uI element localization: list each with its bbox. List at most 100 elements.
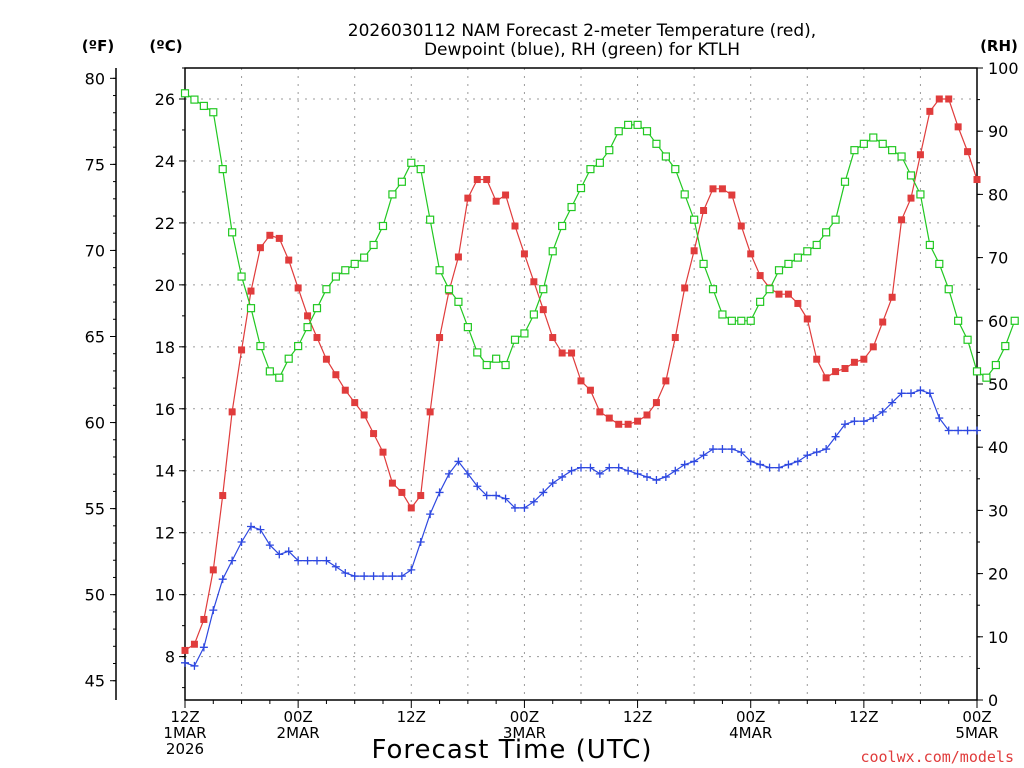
temperature-point (615, 420, 623, 428)
dewpoint-point (954, 426, 963, 435)
dewpoint-point (228, 556, 237, 565)
dewpoint-point (973, 426, 981, 435)
rh-point (840, 177, 850, 186)
rh-point (718, 310, 727, 319)
temperature-point (869, 343, 877, 351)
temperature-point (907, 194, 915, 202)
temperature-point (577, 377, 585, 385)
credit-link[interactable]: coolwx.com/models (860, 748, 1014, 766)
temperature-point (822, 374, 830, 382)
rh-point (435, 266, 444, 275)
rh-point (246, 304, 256, 313)
dewpoint-point (756, 460, 765, 469)
celsius-unit-label: (ºC) (149, 37, 182, 55)
dewpoint-point (181, 658, 189, 667)
dewpoint-point (388, 572, 397, 581)
rh-tick-label: 80 (988, 185, 1008, 204)
temperature-point (700, 207, 708, 215)
dewpoint-point (897, 389, 906, 398)
rh-tick-label: 70 (988, 249, 1008, 268)
rh-point (765, 285, 774, 294)
dewpoint-point (652, 476, 661, 485)
rh-tick-label: 0 (988, 691, 998, 710)
dewpoint-point (577, 463, 585, 472)
rh-point (774, 266, 784, 275)
dewpoint-point (963, 426, 972, 435)
x-tick-label: 00Z (736, 708, 765, 726)
temperature-point (888, 293, 896, 301)
rh-point (529, 310, 538, 319)
rh-tick-label: 30 (988, 501, 1008, 520)
temperature-point (662, 377, 670, 385)
dewpoint-point (492, 491, 501, 500)
rh-point (388, 190, 397, 199)
dewpoint-point (463, 469, 472, 478)
temperature-point (388, 479, 396, 487)
temperature-point (549, 334, 557, 342)
temperature-point (341, 386, 349, 394)
celsius-tick-label: 18 (155, 338, 175, 357)
temperature-point (916, 151, 924, 159)
fahrenheit-tick-label: 60 (85, 414, 105, 433)
temperature-point (964, 148, 972, 156)
dewpoint-point (275, 550, 284, 559)
temperature-point (794, 299, 802, 307)
celsius-tick-label: 24 (155, 152, 175, 171)
rh-point (850, 146, 859, 155)
fahrenheit-tick-label: 75 (85, 155, 105, 174)
rh-tick-label: 10 (988, 628, 1008, 647)
temperature-point (492, 197, 500, 205)
dewpoint-point (482, 491, 491, 500)
dewpoint-point (435, 488, 444, 497)
dewpoint-point (775, 463, 783, 472)
rh-point (218, 165, 227, 174)
rh-point (605, 146, 614, 155)
rh-point (699, 259, 708, 269)
dewpoint-point (341, 568, 350, 577)
temperature-point (332, 371, 340, 379)
temperature-point (756, 272, 764, 280)
data-series (180, 89, 1019, 670)
chart-title-line-2: Dewpoint (blue), RH (green) for KTLH (424, 40, 740, 60)
temperature-point (671, 334, 679, 342)
dewpoint-point (209, 606, 218, 615)
dewpoint-point (746, 457, 755, 466)
rh-point (784, 259, 793, 269)
dewpoint-point (944, 426, 953, 435)
temperature-point (747, 250, 755, 258)
dewpoint-point (190, 661, 199, 670)
rh-point (746, 316, 755, 325)
dewpoint-point (473, 482, 482, 491)
rh-point (180, 89, 190, 98)
celsius-tick-label: 12 (155, 524, 175, 543)
dewpoint-point (322, 556, 331, 565)
dewpoint-point (520, 503, 529, 512)
x-tick-label: 00Z (283, 708, 312, 726)
rh-point (482, 360, 491, 370)
rh-tick-label: 40 (988, 438, 1008, 457)
celsius-tick-label: 10 (155, 586, 175, 605)
temperature-point (775, 290, 783, 298)
rh-point (756, 297, 765, 306)
rh-point (209, 108, 218, 117)
rh-point (407, 158, 416, 167)
dewpoint-point (331, 562, 340, 571)
fahrenheit-tick-label: 55 (85, 500, 105, 519)
temperature-point (605, 414, 613, 422)
dewpoint-point (784, 460, 793, 469)
x-tick-label: 5MAR (955, 724, 998, 742)
series-rh (180, 89, 1019, 382)
x-tick-label: 12Z (849, 708, 878, 726)
dewpoint-point (869, 414, 878, 423)
temperature-point (181, 646, 189, 654)
temperature-point (935, 95, 943, 103)
dewpoint-point (454, 457, 463, 466)
dewpoint-point (586, 463, 595, 472)
rh-point (312, 304, 322, 313)
dewpoint-point (935, 414, 944, 423)
rh-point (652, 139, 661, 148)
celsius-tick-label: 16 (155, 400, 175, 419)
series-line-rh (184, 92, 1016, 379)
fahrenheit-tick-label: 50 (85, 586, 105, 605)
x-axis-label: Forecast Time (UTC) (371, 735, 652, 765)
